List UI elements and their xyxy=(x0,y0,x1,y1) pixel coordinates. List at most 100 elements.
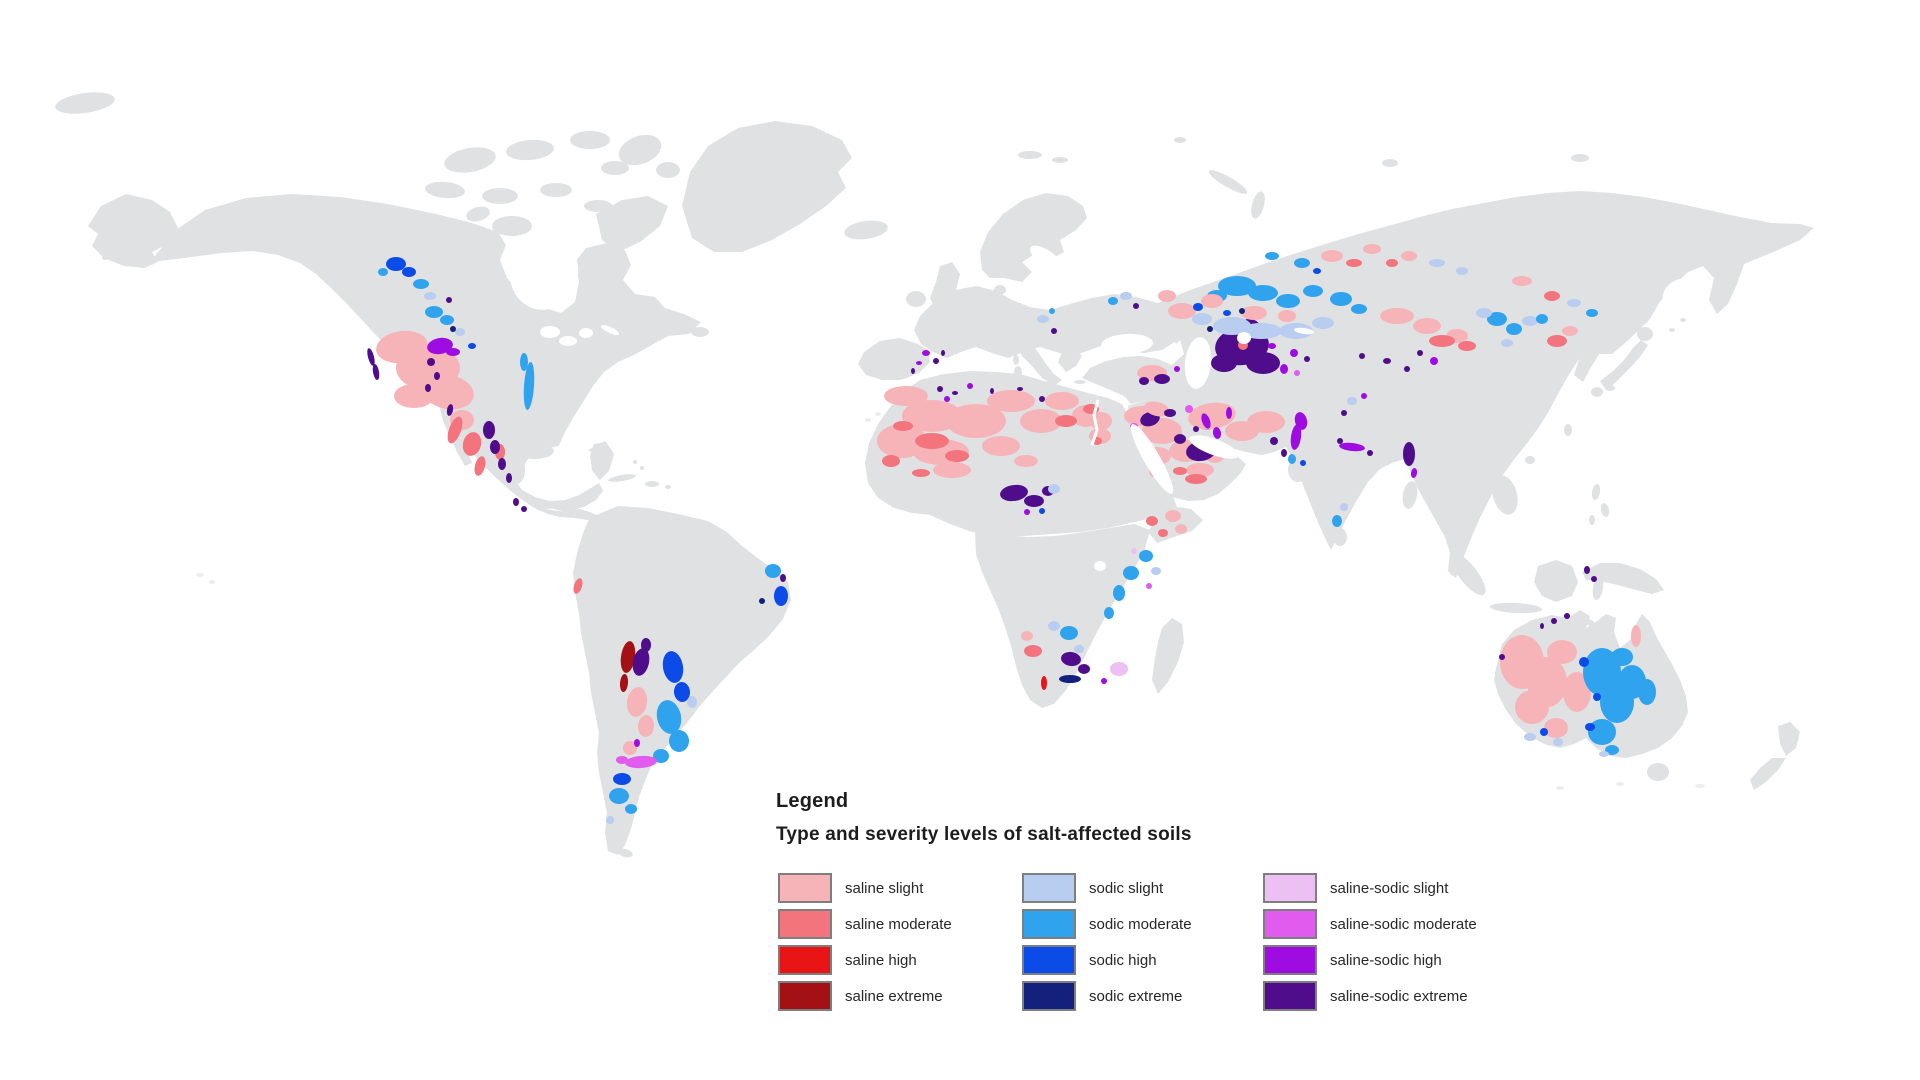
legend-column-saline-sodic: saline-sodic slight saline-sodic moderate… xyxy=(1263,873,1477,1017)
soil-region-saline-sodic-moderate xyxy=(616,756,628,764)
legend-item: saline-sodic high xyxy=(1263,945,1477,975)
soil-region-saline-sodic-high xyxy=(1280,364,1288,374)
soil-region-saline-extreme xyxy=(620,641,636,673)
soil-region-sodic-moderate xyxy=(1113,585,1125,601)
soil-region-saline-sodic-extreme xyxy=(1551,618,1557,624)
landmass-crete xyxy=(1074,380,1086,384)
soil-region-saline-sodic-extreme xyxy=(632,648,650,676)
legend-swatch-saline-sodic-slight xyxy=(1263,873,1317,903)
legend-swatch-saline-moderate xyxy=(778,909,832,939)
soil-region-saline-moderate xyxy=(893,421,913,431)
soil-region-saline-slight xyxy=(1278,310,1296,322)
soil-region-saline-sodic-high xyxy=(1361,393,1367,399)
soil-region-saline-slight xyxy=(394,384,434,408)
soil-region-sodic-moderate xyxy=(1265,252,1279,260)
landmass-borneo xyxy=(1534,560,1578,602)
soil-region-sodic-slight xyxy=(1312,317,1334,329)
soil-region-saline-slight xyxy=(1241,306,1267,320)
soil-region-saline-slight xyxy=(946,404,1006,438)
legend-item: saline-sodic slight xyxy=(1263,873,1477,903)
soil-region-sodic-moderate xyxy=(765,564,781,578)
soil-region-sodic-slight xyxy=(1524,733,1536,741)
soil-region-saline-sodic-extreme xyxy=(1270,437,1278,445)
landmass-sulawesi xyxy=(1592,576,1604,600)
legend-item-label: saline extreme xyxy=(845,987,943,1005)
soil-region-saline-moderate xyxy=(945,450,969,462)
soil-region-sodic-moderate xyxy=(1104,607,1114,619)
landmass-tierra-del-fuego xyxy=(617,848,633,858)
soil-region-saline-moderate xyxy=(573,578,583,594)
legend-item: saline high xyxy=(778,945,952,975)
soil-region-saline-sodic-high xyxy=(1101,678,1107,684)
legend-swatch-saline-slight xyxy=(778,873,832,903)
soil-region-saline-moderate xyxy=(1458,341,1476,351)
soil-region-sodic-high xyxy=(662,651,684,683)
soil-region-saline-slight xyxy=(1158,290,1176,302)
legend-item-label: saline moderate xyxy=(845,915,952,933)
landmass-sakhalin xyxy=(1642,287,1654,323)
soil-region-sodic-moderate xyxy=(656,700,682,734)
soil-region-sodic-moderate xyxy=(625,804,637,814)
soil-region-sodic-slight xyxy=(1192,313,1212,325)
soil-region-sodic-slight xyxy=(424,292,436,300)
soil-region-sodic-moderate xyxy=(425,306,443,318)
soil-region-saline-moderate xyxy=(1544,291,1560,301)
soil-region-saline-sodic-extreme xyxy=(1337,438,1343,444)
islands xyxy=(102,131,1686,626)
soil-region-sodic-high xyxy=(1223,310,1231,316)
soil-region-sodic-slight xyxy=(1340,503,1348,511)
soil-region-sodic-slight xyxy=(1240,323,1282,339)
soil-region-saline-high xyxy=(1041,676,1047,690)
seas-over xyxy=(1090,327,1314,571)
soil-region-saline-sodic-extreme xyxy=(1367,450,1373,456)
sea-persian-gulf xyxy=(1189,435,1239,459)
soil-region-sodic-moderate xyxy=(1049,308,1055,314)
landmass-chukotka-fragment xyxy=(55,92,115,114)
soil-region-saline-slight xyxy=(1547,640,1577,664)
soil-region-saline-sodic-extreme xyxy=(1000,484,1028,502)
legend-swatch-saline-high xyxy=(778,945,832,975)
soil-region-saline-slight xyxy=(1363,244,1381,254)
soil-region-saline-sodic-moderate xyxy=(1294,370,1300,376)
soil-region-saline-sodic-extreme xyxy=(1164,409,1176,417)
soil-region-saline-sodic-extreme xyxy=(911,368,915,374)
soil-region-saline-sodic-extreme xyxy=(1246,352,1280,374)
soil-region-saline-moderate xyxy=(912,469,930,477)
soil-region-sodic-moderate xyxy=(1351,304,1367,314)
soil-region-saline-sodic-extreme xyxy=(933,358,939,364)
soil-region-saline-slight xyxy=(1544,718,1568,738)
soil-region-sodic-slight xyxy=(606,816,614,824)
legend-column-sodic: sodic slight sodic moderate sodic high sodi… xyxy=(1022,873,1192,1017)
legend-item-label: saline-sodic high xyxy=(1330,951,1442,969)
landmass-sicily xyxy=(1040,386,1052,394)
soil-region-saline-sodic-extreme xyxy=(1417,350,1423,356)
soil-region-saline-sodic-high xyxy=(1290,424,1302,450)
soil-region-saline-sodic-high xyxy=(1430,357,1438,365)
soil-region-saline-sodic-extreme xyxy=(434,372,440,380)
soil-region-saline-sodic-high xyxy=(916,361,922,365)
legend-item-label: sodic extreme xyxy=(1089,987,1183,1005)
legend-item: sodic extreme xyxy=(1022,981,1192,1011)
soil-region-saline-sodic-extreme xyxy=(1591,576,1597,582)
landmass-africa-south xyxy=(975,524,1150,708)
soil-region-saline-slight xyxy=(626,687,648,717)
soil-region-saline-slight xyxy=(1321,250,1343,262)
soil-region-saline-sodic-extreme xyxy=(372,364,380,380)
legend-item: saline extreme xyxy=(778,981,952,1011)
soil-region-saline-sodic-extreme xyxy=(490,440,500,454)
soil-region-sodic-high xyxy=(1039,508,1045,514)
soil-region-sodic-extreme xyxy=(1239,308,1245,314)
soil-region-sodic-slight xyxy=(1599,751,1609,757)
soil-region-saline-moderate xyxy=(462,432,482,456)
soil-region-sodic-moderate xyxy=(1123,566,1139,580)
soil-region-saline-sodic-extreme xyxy=(425,384,431,392)
soil-region-saline-sodic-extreme xyxy=(1133,303,1139,309)
soil-region-saline-slight xyxy=(422,374,474,410)
landmass-tasmania xyxy=(1647,763,1669,781)
soil-region-sodic-slight xyxy=(1120,292,1132,300)
soil-region-saline-sodic-extreme xyxy=(1304,356,1310,362)
legend-item: sodic moderate xyxy=(1022,909,1192,939)
sea-arabian-sea xyxy=(1232,475,1300,523)
soil-region-sodic-moderate xyxy=(440,315,454,325)
